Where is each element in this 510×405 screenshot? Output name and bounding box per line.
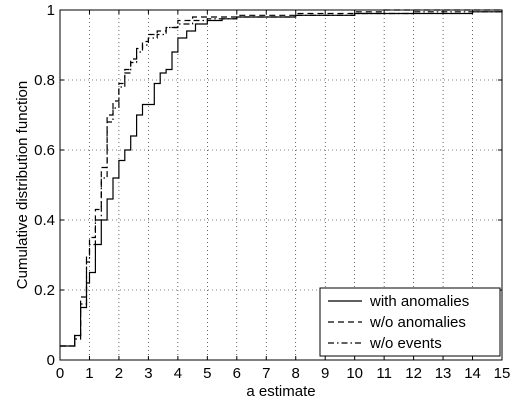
x-tick-label: 12 bbox=[405, 365, 422, 382]
x-tick-label: 1 bbox=[85, 365, 93, 382]
x-tick-label: 3 bbox=[144, 365, 152, 382]
series-line-3 bbox=[60, 10, 503, 347]
x-tick-label: 15 bbox=[494, 365, 510, 382]
y-tick-label: 0.4 bbox=[34, 212, 55, 229]
legend-label-3: w/o events bbox=[369, 335, 442, 352]
x-tick-label: 9 bbox=[321, 365, 329, 382]
y-tick-label: 0.2 bbox=[34, 282, 55, 299]
y-tick-label: 0.6 bbox=[34, 142, 55, 159]
x-tick-label: 4 bbox=[174, 365, 182, 382]
x-tick-label: 5 bbox=[203, 365, 211, 382]
x-axis-title: a estimate bbox=[246, 383, 315, 400]
series-line-1 bbox=[60, 10, 503, 347]
y-tick-label: 0 bbox=[47, 352, 55, 369]
x-tick-label: 8 bbox=[292, 365, 300, 382]
x-tick-label: 2 bbox=[115, 365, 123, 382]
legend-label-1: with anomalies bbox=[369, 293, 469, 310]
x-tick-label: 14 bbox=[464, 365, 481, 382]
legend: with anomalies w/o anomalies w/o events bbox=[319, 287, 501, 357]
plot-frame bbox=[59, 9, 503, 361]
y-tick-label: 0.8 bbox=[34, 72, 55, 89]
x-tick-label: 13 bbox=[435, 365, 452, 382]
y-axis-title: Cumulative distribution function bbox=[14, 81, 31, 289]
series-group bbox=[60, 9, 503, 347]
ticks bbox=[59, 9, 503, 361]
x-tick-label: 7 bbox=[262, 365, 270, 382]
y-tick-label: 1 bbox=[47, 2, 55, 19]
x-tick-label: 11 bbox=[376, 365, 392, 382]
x-tick-label: 6 bbox=[233, 365, 241, 382]
series-line-2 bbox=[60, 9, 502, 347]
legend-label-2: w/o anomalies bbox=[369, 314, 466, 331]
x-tick-label: 0 bbox=[56, 365, 64, 382]
x-tick-label: 10 bbox=[346, 365, 363, 382]
